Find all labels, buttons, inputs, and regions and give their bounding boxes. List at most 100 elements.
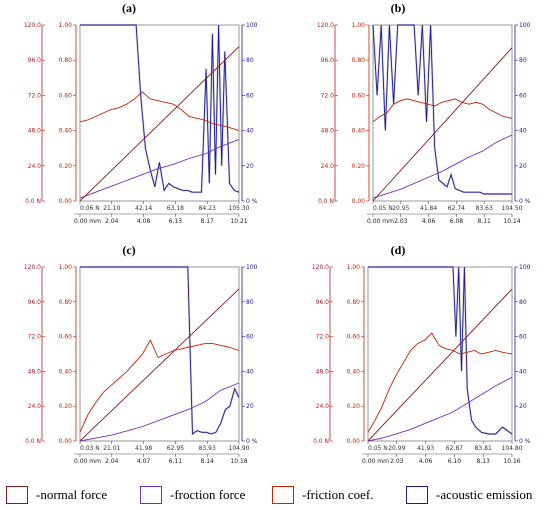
x-force-tick-label: 20.95 (392, 205, 409, 212)
coef-tick-label: 0.60 (59, 334, 73, 341)
x-dist-tick-label: 0.00 mm (74, 458, 101, 465)
x-force-tick-label: 41.93 (417, 445, 434, 452)
x-force-tick-label: 41.84 (420, 205, 437, 212)
normal-force-line (79, 46, 240, 202)
x-force-tick-label: 42.14 (135, 205, 152, 212)
x-dist-tick-label: 4.07 (137, 458, 151, 465)
coef-tick-label: 0.20 (59, 163, 73, 170)
panel-label: (b) (391, 1, 406, 15)
coef-tick-label: 0.00 (352, 198, 366, 205)
x-force-tick-label: 83.63 (476, 205, 493, 212)
force-tick-label: 24.0 (321, 163, 335, 170)
friction-coef-line (372, 98, 513, 123)
x-dist-tick-label: 4.06 (419, 458, 433, 465)
ae-tick-label: 0 % (519, 438, 531, 445)
normal-force-line (79, 288, 240, 442)
force-tick-label: 24.0 (316, 403, 330, 410)
coef-tick-label: 0.60 (347, 334, 361, 341)
coef-tick-label: 0.20 (352, 163, 366, 170)
ae-tick-label: 100 (519, 264, 531, 271)
force-tick-label: 48.0 (28, 368, 42, 375)
coef-tick-label: 1.00 (59, 22, 73, 29)
chart-panel-3: (c) 120.0 96.0 72.0 48.0 24.0 0.0 N 1.00 0.80 0.6… (24, 243, 258, 465)
friction-force-line (367, 376, 513, 442)
friction-coef-line (79, 91, 240, 132)
force-tick-label: 120.0 (312, 264, 329, 271)
legend-item-normal-force: -normal force (6, 484, 107, 506)
force-tick-label: 120.0 (24, 22, 41, 29)
ae-tick-label: 0 % (246, 198, 258, 205)
legend-label: -froction force (170, 487, 246, 502)
x-dist-tick-label: 0.00 mm (367, 218, 394, 225)
plot-area (372, 24, 513, 202)
force-tick-label: 72.0 (316, 334, 330, 341)
normal-force-line (367, 288, 513, 442)
x-force-tick-label: 104.90 (229, 445, 250, 452)
x-dist-tick-label: 6.11 (169, 458, 183, 465)
x-dist-tick-label: 2.03 (394, 218, 408, 225)
x-force-tick-label: 20.99 (388, 445, 405, 452)
force-tick-label: 96.0 (28, 299, 42, 306)
x-dist-tick-label: 6.13 (169, 218, 183, 225)
normal-force-swatch-icon (6, 486, 28, 504)
coef-tick-label: 0.00 (59, 198, 73, 205)
x-force-tick-label: 63.18 (167, 205, 184, 212)
ae-tick-label: 60 (246, 334, 254, 341)
panel-label: (c) (122, 243, 135, 257)
friction-coef-line (79, 339, 240, 433)
ae-tick-label: 40 (246, 368, 254, 375)
x-dist-tick-label: 2.04 (105, 218, 119, 225)
force-tick-label: 48.0 (28, 128, 42, 135)
panel-label: (a) (122, 1, 136, 15)
plot-area (367, 266, 513, 442)
force-tick-label: 48.0 (316, 368, 330, 375)
coef-tick-label: 0.80 (59, 57, 73, 64)
coef-tick-label: 0.20 (347, 403, 361, 410)
x-force-tick-label: 21.01 (103, 445, 120, 452)
force-tick-label: 24.0 (28, 163, 42, 170)
ae-tick-label: 40 (246, 128, 254, 135)
x-dist-tick-label: 10.16 (503, 458, 520, 465)
x-force-tick-label: 0.06 N (80, 205, 100, 212)
ae-tick-label: 80 (246, 299, 254, 306)
ae-tick-label: 80 (519, 57, 527, 64)
friction-force-line (372, 134, 513, 199)
legend-label: -acoustic emission (436, 487, 533, 502)
friction-coef-swatch-icon (272, 486, 294, 504)
x-force-tick-label: 62.87 (446, 445, 463, 452)
x-force-tick-label: 0.05 N (368, 445, 388, 452)
ae-tick-label: 60 (246, 92, 254, 99)
x-dist-tick-label: 0.00 mm (74, 218, 101, 225)
coef-tick-label: 0.40 (347, 368, 361, 375)
x-force-tick-label: 0.05 N (373, 205, 393, 212)
chart-panel-2: (b) 120.0 96.0 72.0 48.0 24.0 0.0 N 1.00 0.80 0.6… (317, 1, 531, 225)
acoustic-emission-line (80, 266, 240, 435)
coef-tick-label: 0.40 (59, 368, 73, 375)
x-force-tick-label: 83.93 (199, 445, 216, 452)
friction-coef-line (367, 332, 513, 433)
x-dist-tick-label: 4.08 (137, 218, 151, 225)
force-tick-label: 120.0 (317, 22, 334, 29)
ae-tick-label: 80 (519, 299, 527, 306)
x-dist-tick-label: 10.18 (230, 458, 247, 465)
x-dist-tick-label: 6.10 (448, 458, 462, 465)
acoustic-emission-swatch-icon (406, 486, 428, 504)
legend: -normal force -froction force -friction … (0, 478, 550, 510)
x-force-tick-label: 105.30 (229, 205, 250, 212)
coef-tick-label: 0.80 (347, 299, 361, 306)
force-tick-label: 0.0 N (318, 198, 334, 205)
x-dist-tick-label: 10.21 (230, 218, 247, 225)
force-tick-label: 72.0 (28, 334, 42, 341)
coef-tick-label: 0.60 (59, 92, 73, 99)
coef-tick-label: 1.00 (352, 22, 366, 29)
x-force-tick-label: 41.98 (135, 445, 152, 452)
coef-tick-label: 0.80 (352, 57, 366, 64)
ae-tick-label: 60 (519, 92, 527, 99)
plot-area (79, 266, 240, 442)
x-force-tick-label: 21.10 (103, 205, 120, 212)
panel-label: (d) (391, 243, 406, 257)
x-dist-tick-label: 4.06 (422, 218, 436, 225)
coef-tick-label: 0.60 (352, 92, 366, 99)
force-tick-label: 24.0 (28, 403, 42, 410)
